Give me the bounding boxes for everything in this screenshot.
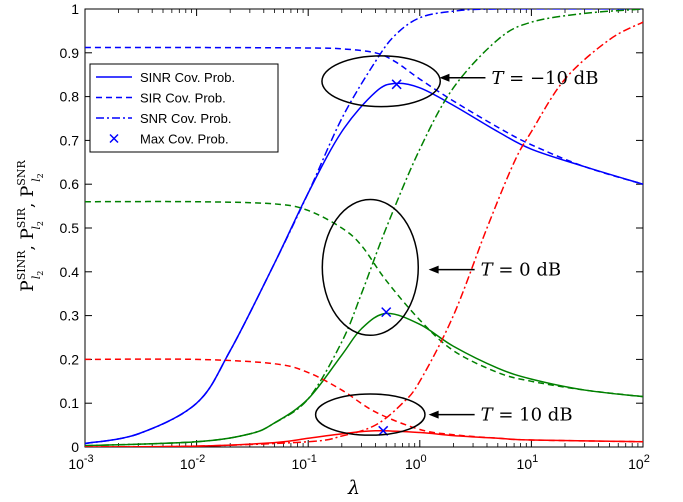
y-tick-label: 0.3 xyxy=(60,308,80,324)
axis-labels: λ PSINR l2 , PSIR l2 , PSNR l2 xyxy=(15,160,360,499)
y-tick-label: 0.9 xyxy=(60,45,80,61)
annotations: T = −10 dB T = 0 dB T = 10 dB xyxy=(314,55,598,436)
x-tick-label: 10-3 xyxy=(68,453,93,472)
y-tick-label: 0.6 xyxy=(60,176,80,192)
x-tick-label: 10-1 xyxy=(292,453,317,472)
x-tick-label: 102 xyxy=(628,453,650,472)
x-axis-label: λ xyxy=(347,477,360,499)
legend-label: Max Cov. Prob. xyxy=(140,132,229,147)
legend-entry: SINR Cov. Prob. xyxy=(96,70,235,85)
series-line xyxy=(85,21,643,447)
group-ellipse xyxy=(314,393,426,436)
y-tick-label: 0 xyxy=(71,439,79,455)
y-tick-label: 0.1 xyxy=(60,395,80,411)
group-ellipse xyxy=(321,55,441,108)
series-line xyxy=(85,9,643,445)
series-line xyxy=(85,82,643,445)
y-tick-label: 0.4 xyxy=(60,264,80,280)
y-tick-label: 1 xyxy=(71,1,79,17)
legend-label: SINR Cov. Prob. xyxy=(140,70,235,85)
annotation-arrow-head xyxy=(439,73,450,82)
legend-label: SIR Cov. Prob. xyxy=(140,91,226,106)
legend-label: SNR Cov. Prob. xyxy=(140,111,232,126)
curves xyxy=(85,9,643,447)
annotation-label: T = 10 dB xyxy=(481,405,573,426)
annotation-arrow-head xyxy=(428,265,439,274)
series-line xyxy=(85,46,643,185)
legend: SINR Cov. Prob. SIR Cov. Prob. SNR Cov. Pr… xyxy=(89,63,279,153)
annotation-label: T = 0 dB xyxy=(481,260,561,281)
axis-ticks: 10-3 10-2 10-1 100 101 102 0 0.1 0.2 0.3 0.4 0.5 0.6… xyxy=(60,1,650,472)
annotation-label: T = −10 dB xyxy=(491,68,598,89)
y-tick-label: 0.5 xyxy=(60,220,80,236)
x-tick-label: 101 xyxy=(517,453,539,472)
x-tick-label: 100 xyxy=(405,453,427,472)
series-line xyxy=(85,9,643,447)
legend-box xyxy=(89,63,279,153)
legend-entry: Max Cov. Prob. xyxy=(109,132,229,147)
y-axis-label: PSINR l2 , PSIR l2 , PSNR l2 xyxy=(15,160,45,292)
max-point-marker xyxy=(391,79,402,90)
x-tick-label: 10-2 xyxy=(180,453,205,472)
series-line xyxy=(85,358,643,443)
y-tick-label: 0.8 xyxy=(60,89,80,105)
max-point-marker xyxy=(381,307,392,318)
legend-entry: SNR Cov. Prob. xyxy=(96,111,232,126)
y-tick-label: 0.7 xyxy=(60,132,80,148)
series-line xyxy=(85,200,643,398)
annotation-arrow-head xyxy=(428,410,439,419)
legend-entry: SIR Cov. Prob. xyxy=(96,91,226,106)
group-ellipse xyxy=(321,198,420,337)
y-tick-label: 0.2 xyxy=(60,351,80,367)
